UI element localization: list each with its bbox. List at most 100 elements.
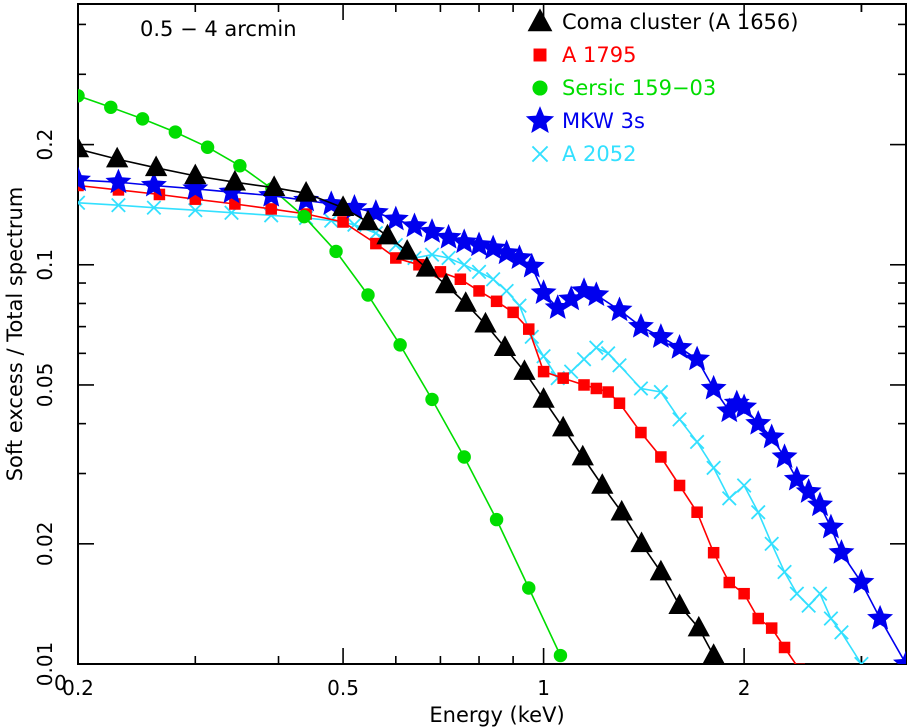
data-point bbox=[588, 340, 604, 356]
data-point bbox=[583, 281, 610, 307]
data-point bbox=[451, 228, 478, 254]
data-point bbox=[493, 335, 517, 356]
data-point bbox=[557, 372, 569, 384]
data-point bbox=[731, 393, 758, 419]
data-point bbox=[456, 257, 472, 273]
data-point bbox=[218, 178, 245, 204]
data-point bbox=[323, 213, 339, 228]
data-point bbox=[700, 374, 727, 400]
data-point bbox=[78, 195, 86, 211]
data-point bbox=[200, 140, 215, 154]
data-point bbox=[707, 546, 720, 559]
data-point bbox=[370, 237, 382, 250]
data-point bbox=[668, 593, 691, 614]
data-point bbox=[745, 410, 772, 435]
data-point bbox=[223, 169, 247, 191]
corner-zero-label: 0 bbox=[54, 671, 67, 695]
x-axis-label: Energy (keV) bbox=[429, 703, 564, 727]
data-point bbox=[817, 513, 844, 539]
data-point bbox=[78, 136, 90, 158]
data-point bbox=[691, 506, 703, 518]
y-tick-label: 0.01 bbox=[33, 642, 57, 687]
data-point bbox=[633, 381, 649, 396]
series-mkw-3s bbox=[78, 166, 906, 664]
data-point bbox=[687, 615, 710, 637]
data-point bbox=[807, 491, 833, 517]
data-point bbox=[513, 359, 536, 380]
data-point bbox=[490, 295, 503, 308]
data-point bbox=[778, 641, 791, 654]
data-point bbox=[396, 239, 419, 260]
data-point bbox=[736, 478, 752, 493]
data-point bbox=[168, 125, 183, 139]
data-point bbox=[78, 166, 91, 192]
axis-ticks bbox=[77, 4, 906, 665]
data-point bbox=[795, 478, 822, 503]
data-point bbox=[544, 294, 571, 319]
data-point bbox=[361, 288, 375, 302]
series-coma-cluster-a-1656- bbox=[78, 136, 725, 664]
data-point bbox=[702, 643, 725, 664]
data-point bbox=[329, 244, 343, 259]
legend-marker bbox=[527, 8, 553, 32]
data-point bbox=[537, 365, 550, 378]
data-point bbox=[454, 273, 467, 285]
data-point bbox=[499, 283, 514, 299]
data-point bbox=[390, 252, 402, 264]
data-point bbox=[558, 285, 585, 311]
legend-marker bbox=[532, 80, 548, 96]
data-point bbox=[265, 203, 277, 215]
data-point bbox=[689, 434, 705, 450]
data-point bbox=[801, 598, 817, 614]
data-point bbox=[716, 397, 743, 423]
data-point bbox=[105, 168, 132, 194]
data-point bbox=[893, 650, 906, 664]
x-tick-label: 1 bbox=[537, 676, 550, 700]
data-point bbox=[578, 379, 590, 391]
data-point bbox=[828, 539, 855, 564]
y-tick-label: 0.1 bbox=[33, 249, 57, 281]
radius-range-annotation: 0.5 − 4 arcmin bbox=[140, 17, 297, 41]
data-point bbox=[576, 351, 592, 367]
data-point bbox=[823, 611, 839, 626]
data-point bbox=[867, 604, 894, 630]
data-point bbox=[144, 155, 168, 177]
data-point bbox=[706, 460, 721, 476]
y-tick-label: 0.02 bbox=[33, 522, 57, 567]
data-point bbox=[765, 622, 778, 634]
data-point bbox=[635, 426, 647, 439]
data-point bbox=[337, 216, 349, 228]
data-point bbox=[187, 202, 203, 218]
data-point bbox=[812, 586, 828, 602]
data-point bbox=[425, 392, 439, 407]
data-point bbox=[104, 100, 118, 115]
data-point bbox=[649, 559, 673, 581]
data-point bbox=[454, 291, 477, 312]
legend-label: A 1795 bbox=[562, 43, 636, 67]
data-point bbox=[146, 200, 162, 216]
data-point bbox=[552, 415, 575, 437]
data-point bbox=[189, 193, 202, 205]
data-point bbox=[182, 175, 209, 200]
data-point bbox=[571, 444, 594, 466]
data-point bbox=[331, 195, 355, 216]
data-point bbox=[434, 266, 447, 278]
data-point bbox=[612, 357, 627, 373]
data-point bbox=[672, 412, 687, 427]
data-point bbox=[848, 568, 875, 594]
data-point bbox=[777, 564, 792, 580]
data-point bbox=[553, 648, 568, 663]
data-point bbox=[356, 209, 380, 231]
data-point bbox=[789, 586, 805, 602]
data-point bbox=[297, 209, 311, 224]
data-point bbox=[738, 587, 750, 600]
data-point bbox=[435, 223, 462, 249]
data-point bbox=[750, 504, 766, 520]
data-point bbox=[466, 231, 493, 257]
series-a-1795 bbox=[78, 179, 806, 664]
data-point bbox=[684, 345, 711, 371]
data-point bbox=[441, 250, 456, 266]
data-point bbox=[229, 198, 241, 210]
data-point bbox=[489, 512, 504, 527]
data-point bbox=[630, 531, 653, 553]
